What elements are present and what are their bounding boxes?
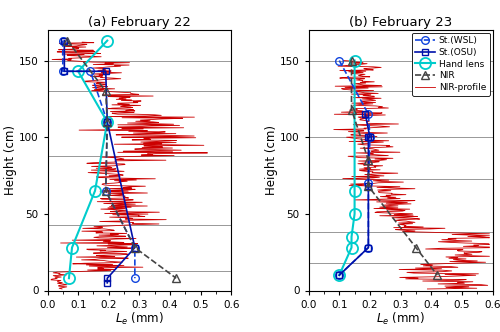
NIR [348,58,354,62]
Line: NIR: NIR [348,56,442,279]
NIR [434,273,440,277]
St.(WSL) [367,135,373,139]
NIR [413,246,419,250]
Line: St.(WSL): St.(WSL) [336,57,374,279]
St.(OSU) [336,273,342,277]
Y-axis label: Height (cm): Height (cm) [4,125,18,195]
Hand lens [348,235,354,239]
Hand lens [348,246,354,250]
Hand lens [352,212,358,216]
Legend: St.(WSL), St.(OSU), Hand lens, NIR, NIR-profile: St.(WSL), St.(OSU), Hand lens, NIR, NIR-… [412,33,490,96]
St.(OSU) [366,184,372,188]
St.(OSU) [366,135,372,139]
Title: (a) February 22: (a) February 22 [88,16,191,29]
NIR-profile [412,266,418,270]
X-axis label: $L_e$ (mm): $L_e$ (mm) [115,311,164,327]
NIR-profile [331,127,337,131]
NIR-profile [340,58,346,62]
NIR-profile [424,287,430,291]
Hand lens [352,189,358,193]
Line: NIR-profile: NIR-profile [334,60,490,289]
NIR [366,158,372,162]
NIR [348,108,354,112]
NIR-profile [474,286,480,290]
Y-axis label: Height (cm): Height (cm) [266,125,278,195]
St.(WSL) [336,58,342,62]
NIR-profile [386,143,392,147]
NIR-profile [465,234,471,238]
St.(OSU) [366,246,372,250]
Title: (b) February 23: (b) February 23 [349,16,452,29]
X-axis label: $L_e$ (mm): $L_e$ (mm) [376,311,425,327]
Line: Hand lens: Hand lens [334,55,360,281]
Line: St.(OSU): St.(OSU) [336,111,373,278]
St.(WSL) [366,112,372,116]
St.(WSL) [336,273,342,277]
NIR [366,184,372,188]
St.(WSL) [366,181,372,185]
Hand lens [352,58,358,62]
St.(OSU) [362,112,368,116]
St.(WSL) [366,246,372,250]
St.(OSU) [367,135,373,139]
Hand lens [336,273,342,277]
NIR-profile [370,98,376,102]
